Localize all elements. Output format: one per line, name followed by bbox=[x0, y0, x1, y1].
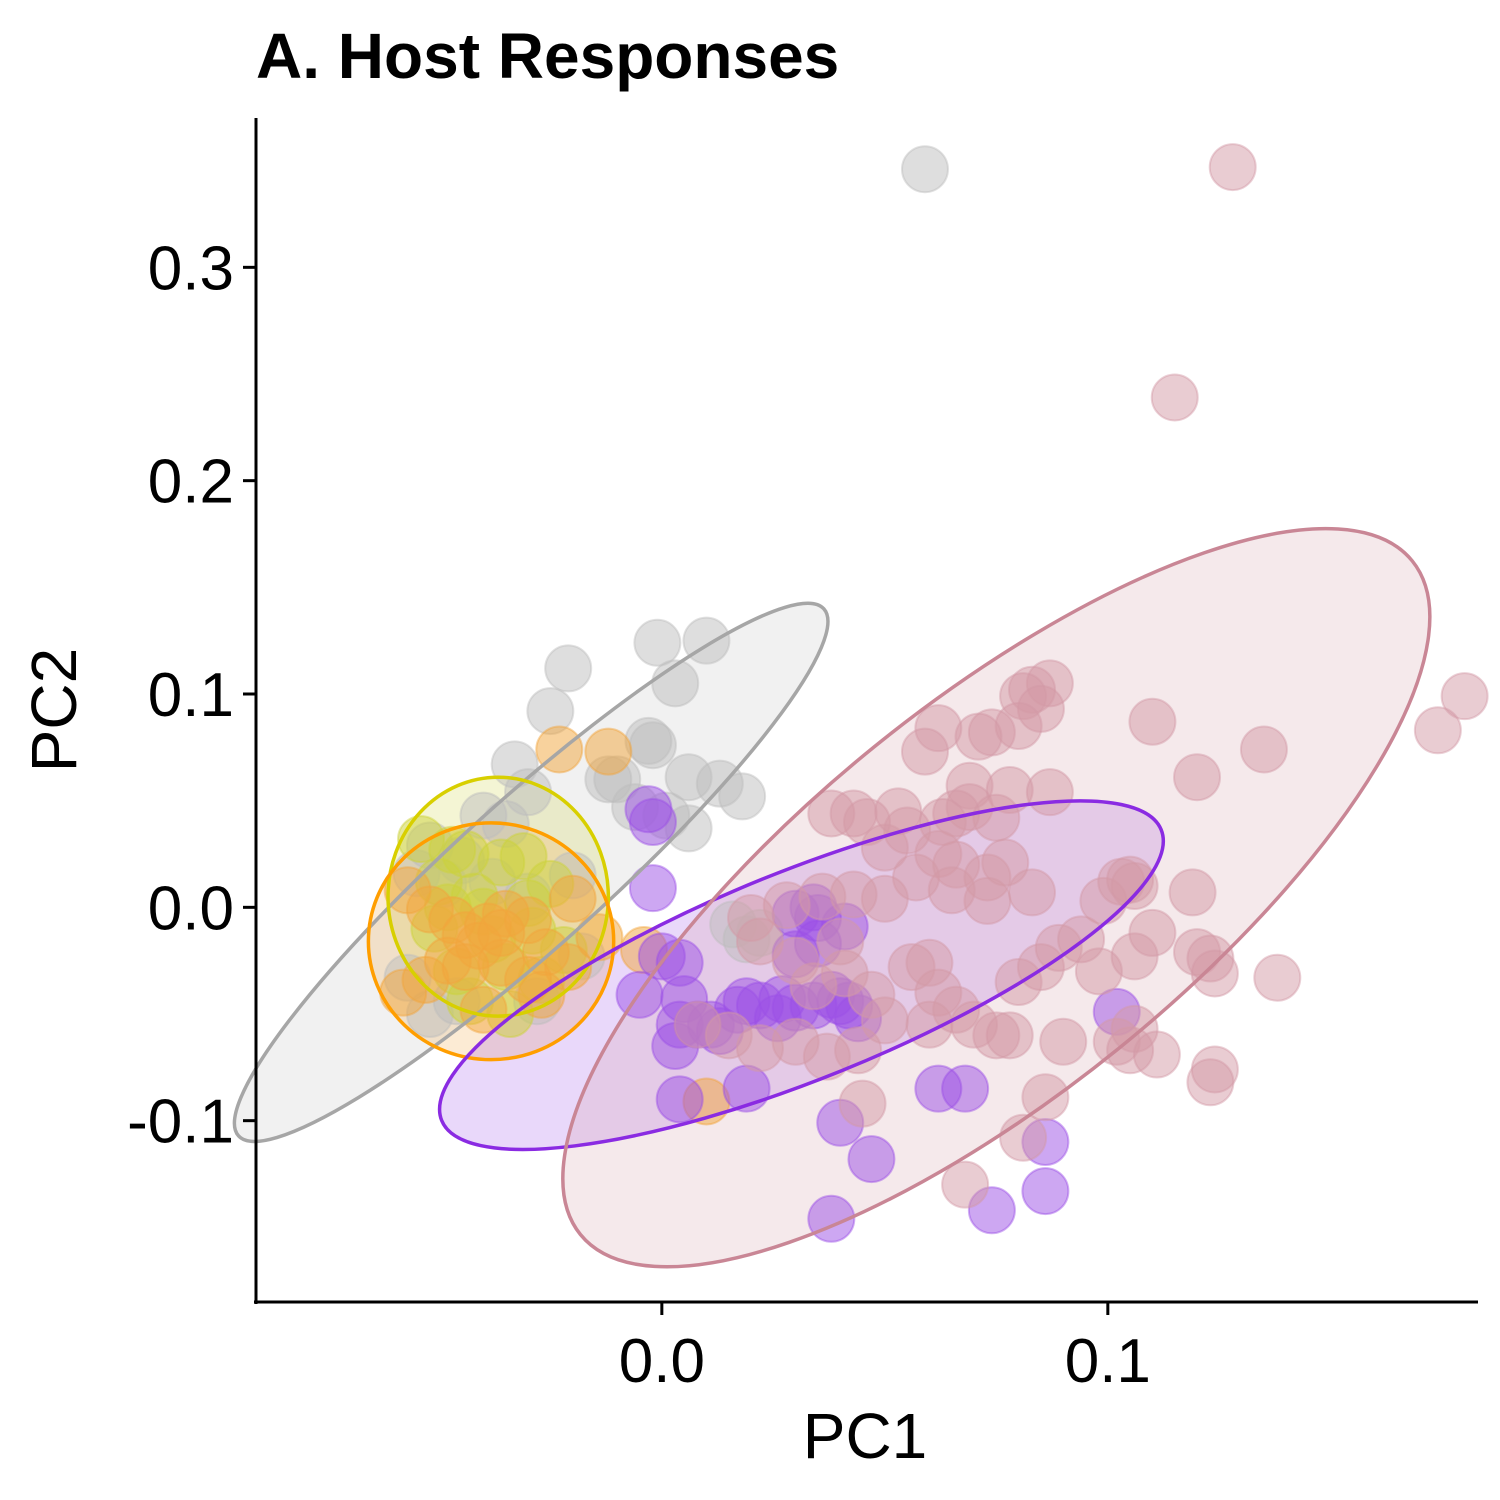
series-5-ellipse-outline bbox=[561, 526, 1432, 1269]
y-axis-label: PC2 bbox=[18, 648, 90, 773]
series-5-point bbox=[1150, 373, 1199, 422]
series-5-point bbox=[941, 1160, 990, 1209]
series-5-point bbox=[954, 712, 1003, 761]
series-5-point bbox=[1025, 768, 1074, 817]
plot-area bbox=[232, 143, 1489, 1269]
series-5-point bbox=[1128, 697, 1177, 746]
series-5-point bbox=[816, 917, 865, 966]
series-5-point bbox=[1413, 706, 1462, 755]
series-5-point bbox=[1173, 753, 1222, 802]
series-1-point bbox=[544, 644, 593, 693]
series-5-point bbox=[972, 793, 1021, 842]
series-5-point bbox=[735, 917, 784, 966]
series-1-point bbox=[718, 772, 767, 821]
series-3-point bbox=[379, 968, 428, 1017]
series-5-point bbox=[1168, 868, 1217, 917]
series-5-point bbox=[673, 1000, 722, 1049]
series-5-point bbox=[900, 727, 949, 776]
ellipse-outlines bbox=[232, 526, 1432, 1269]
series-3-point bbox=[441, 943, 490, 992]
chart-title: A. Host Responses bbox=[256, 20, 839, 92]
series-5-point bbox=[981, 838, 1030, 887]
series-4-point bbox=[847, 1135, 896, 1184]
x-axis-ticks: 0.0 0.1 bbox=[619, 1302, 1151, 1396]
series-5-point bbox=[1128, 908, 1177, 957]
series-3-point bbox=[548, 874, 597, 923]
series-4-point bbox=[1021, 1167, 1070, 1216]
series-1-point bbox=[628, 721, 677, 770]
series-5-point bbox=[1021, 1073, 1070, 1122]
series-5-point bbox=[1008, 868, 1057, 917]
series-5-point bbox=[1110, 862, 1159, 910]
series-3-point bbox=[575, 913, 624, 962]
series-1-point bbox=[900, 145, 949, 194]
x-tick-label: 0.1 bbox=[1065, 1327, 1151, 1396]
x-tick-label: 0.0 bbox=[619, 1327, 705, 1396]
series-5-point bbox=[1132, 1030, 1181, 1079]
series-1-point bbox=[633, 618, 682, 667]
series-5-point bbox=[1190, 949, 1239, 998]
series-5-point bbox=[985, 1011, 1034, 1060]
series-3-point bbox=[584, 727, 633, 776]
series-4-point bbox=[628, 798, 677, 846]
series-3-point bbox=[477, 908, 526, 957]
series-4-ellipse-outline bbox=[437, 799, 1166, 1152]
series-5-point bbox=[874, 787, 923, 836]
points bbox=[379, 143, 1489, 1243]
series-3-ellipse-outline bbox=[366, 821, 616, 1062]
series-5-point bbox=[1253, 953, 1302, 1002]
y-axis-ticks: -0.1 0.0 0.1 0.2 0.3 bbox=[127, 234, 256, 1157]
series-5-point bbox=[829, 789, 878, 838]
y-tick-label: -0.1 bbox=[127, 1088, 234, 1157]
series-5-point bbox=[1239, 725, 1288, 774]
series-4-point bbox=[628, 864, 677, 913]
series-5-point bbox=[1039, 1017, 1088, 1066]
series-5-point bbox=[1208, 143, 1257, 192]
series-5-point bbox=[1440, 672, 1489, 721]
series-4-point bbox=[655, 1075, 704, 1124]
series-5-point bbox=[860, 996, 909, 1045]
series-4-point bbox=[941, 1064, 990, 1113]
series-5-point bbox=[838, 1079, 887, 1128]
series-2-ellipse-outline bbox=[386, 775, 611, 1018]
y-tick-label: 0.2 bbox=[148, 448, 234, 517]
series-5-point bbox=[1186, 1058, 1235, 1107]
y-tick-label: 0.3 bbox=[148, 234, 234, 303]
y-tick-label: 0.0 bbox=[148, 874, 234, 943]
x-axis-label: PC1 bbox=[803, 1400, 928, 1472]
y-tick-label: 0.1 bbox=[148, 661, 234, 730]
series-5-point bbox=[905, 938, 954, 987]
series-3-point bbox=[504, 955, 553, 1004]
series-1-ellipse-outline bbox=[232, 601, 830, 1144]
